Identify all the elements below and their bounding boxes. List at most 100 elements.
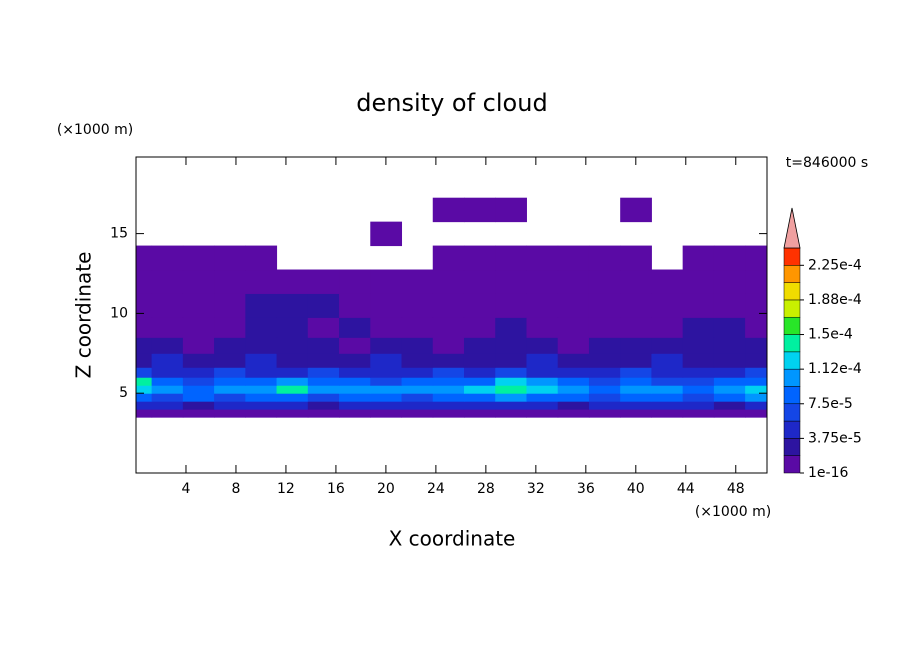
colorbar-tick-label: 3.75e-5 [808,430,862,446]
contour-cell [339,393,371,402]
contour-cell [713,385,746,394]
contour-cell [151,317,184,338]
contour-cell [682,409,715,418]
x-tick-label: 20 [377,481,395,497]
contour-cell [463,293,496,318]
contour-cell [588,401,621,410]
contour-cell [557,269,590,294]
contour-cell [713,353,746,368]
contour-cell [526,337,559,354]
x-tick-label: 40 [627,481,645,497]
contour-cell [307,401,340,410]
y-tick-label: 15 [110,226,128,242]
contour-cell [526,393,559,402]
contour-cell [495,367,527,378]
plot-frame [135,156,768,474]
contour-cell [276,393,309,402]
x-unit: (×1000 m) [695,504,771,520]
x-axis-label: X coordinate [389,527,516,551]
contour-cell [557,377,590,386]
contour-cell [370,293,403,318]
contour-cell [245,269,278,294]
contour-cell [370,385,403,394]
contour-cell [432,353,465,368]
contour-cell [339,367,371,378]
contour-cell [588,269,621,294]
contour-cell [182,317,215,338]
contour-cell [432,393,465,402]
contour-cell [214,393,246,402]
contour-cell [151,377,184,386]
contour-cell [713,337,746,354]
contour-cell [370,221,403,247]
time-label: t=846000 s [786,155,868,171]
contour-cell [588,393,621,402]
contour-cell [401,293,434,318]
contour-cell [245,317,278,338]
contour-cell [620,409,652,418]
contour-cell [182,385,215,394]
contour-cell [745,353,768,368]
colorbar-box [783,247,801,266]
contour-cell [745,245,768,271]
contour-cell [401,401,434,410]
colorbar-box [783,351,801,370]
contour-cell [214,269,246,294]
contour-cell [620,377,652,386]
contour-cell [370,353,403,368]
contour-cell [620,317,652,338]
contour-cell [745,317,768,338]
contour-cell [401,393,434,402]
contour-cell [276,293,309,318]
contour-cell [713,401,746,410]
contour-cell [307,317,340,338]
contour-cell [182,377,215,386]
contour-cell [136,385,153,394]
colorbar-box [783,334,801,353]
contour-cell [495,353,527,368]
colorbar-tick-label: 2.25e-4 [808,257,862,273]
contour-cell [214,245,246,271]
contour-cell [588,337,621,354]
contour-cell [214,337,246,354]
contour-cell [401,353,434,368]
contour-cell [526,377,559,386]
chart-title: density of cloud [356,89,547,117]
contour-cell [463,317,496,338]
contour-cell [682,385,715,394]
contour-cell [182,401,215,410]
contour-cell [370,377,403,386]
contour-cell [713,269,746,294]
contour-cell [557,367,590,378]
contour-cell [651,367,684,378]
contour-cell [526,293,559,318]
contour-cell [651,317,684,338]
contour-cell [182,269,215,294]
contour-cell [276,367,309,378]
contour-cell [339,377,371,386]
contour-cell [136,269,153,294]
x-tick-label: 12 [277,481,295,497]
contour-cell [463,393,496,402]
contour-cell [401,377,434,386]
y-tick-label: 5 [119,385,128,401]
contour-cell [276,409,309,418]
colorbar-box [783,386,801,405]
contour-cell [620,393,652,402]
contour-cell [245,377,278,386]
contour-cell [526,367,559,378]
contour-cell [557,393,590,402]
contour-cell [557,409,590,418]
contour-cell [557,337,590,354]
contour-cell [339,401,371,410]
contour-cell [651,377,684,386]
contour-cell [495,293,527,318]
contour-cell [651,353,684,368]
contour-cell [463,197,496,223]
contour-cell [136,401,153,410]
contour-cell [557,293,590,318]
contour-cell [245,293,278,318]
contour-cell [276,401,309,410]
contour-cell [495,377,527,386]
contour-cell [182,353,215,368]
